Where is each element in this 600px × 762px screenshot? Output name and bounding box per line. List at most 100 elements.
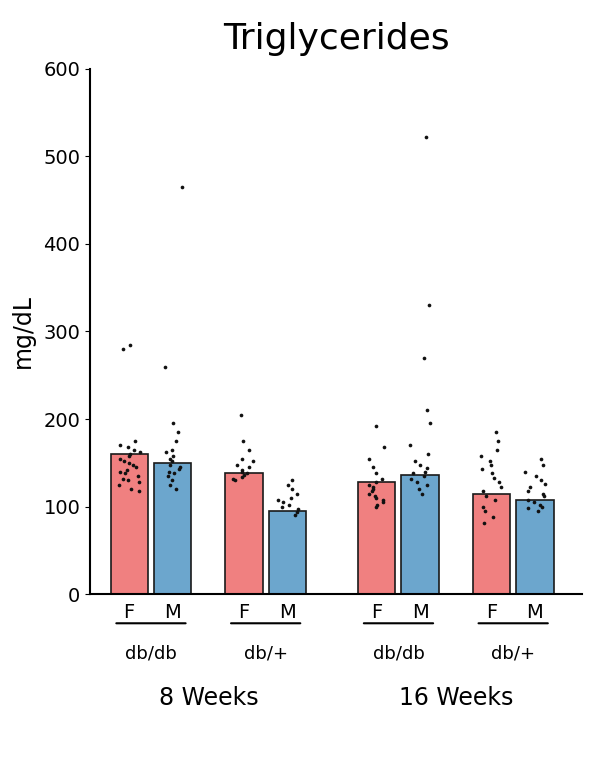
Point xyxy=(119,343,128,355)
Point xyxy=(414,483,424,495)
Point xyxy=(238,464,247,476)
Point xyxy=(422,462,431,474)
Point xyxy=(167,474,176,486)
Point xyxy=(529,496,538,508)
Point xyxy=(477,463,487,475)
Point xyxy=(538,488,548,500)
Point xyxy=(364,479,374,491)
Text: 8 Weeks: 8 Weeks xyxy=(158,687,258,710)
Point xyxy=(172,435,181,447)
Point xyxy=(167,443,177,456)
Point xyxy=(541,478,550,490)
Bar xyxy=(516,500,554,594)
Point xyxy=(169,467,179,479)
Point xyxy=(368,483,378,495)
Point xyxy=(368,482,378,494)
Point xyxy=(290,509,300,521)
Point xyxy=(237,471,247,483)
Point xyxy=(114,479,124,491)
Point xyxy=(283,479,293,491)
Point xyxy=(535,499,544,511)
Bar xyxy=(269,511,306,594)
Point xyxy=(420,466,430,478)
Point xyxy=(364,453,374,465)
Point xyxy=(238,466,247,478)
Point xyxy=(490,494,500,506)
Point xyxy=(491,426,501,438)
Point xyxy=(371,420,381,432)
Bar xyxy=(225,473,263,594)
Point xyxy=(122,464,131,476)
Point xyxy=(165,453,175,465)
Point xyxy=(165,479,175,491)
Point xyxy=(115,439,125,451)
Point xyxy=(406,472,416,485)
Point xyxy=(520,466,530,478)
Point xyxy=(135,446,145,458)
Point xyxy=(177,181,187,193)
Point xyxy=(525,482,535,494)
Point xyxy=(244,443,254,456)
Text: db/+: db/+ xyxy=(244,645,287,662)
Point xyxy=(377,472,387,485)
Point xyxy=(371,501,380,513)
Point xyxy=(494,476,503,488)
Point xyxy=(476,450,485,462)
Point xyxy=(244,461,254,473)
Point xyxy=(531,470,541,482)
Point xyxy=(379,441,389,453)
Point xyxy=(115,453,125,465)
Point xyxy=(293,488,302,500)
Point xyxy=(174,463,184,475)
Point xyxy=(379,496,388,508)
Point xyxy=(119,455,129,467)
Point xyxy=(406,439,415,451)
Text: db/+: db/+ xyxy=(491,645,535,662)
Point xyxy=(238,435,248,447)
Point xyxy=(287,483,296,495)
Point xyxy=(523,485,533,497)
Bar xyxy=(358,482,395,594)
Point xyxy=(422,479,432,491)
Point xyxy=(419,470,428,482)
Point xyxy=(538,501,547,513)
Point xyxy=(278,496,288,508)
Point xyxy=(293,503,302,515)
Point xyxy=(424,299,433,311)
Point xyxy=(418,488,427,500)
Text: 16 Weeks: 16 Weeks xyxy=(398,687,513,710)
Point xyxy=(479,485,488,497)
Point xyxy=(481,490,490,502)
Point xyxy=(134,485,144,497)
Bar xyxy=(154,463,191,594)
Point xyxy=(486,459,496,471)
Point xyxy=(408,467,418,479)
Point xyxy=(124,450,134,462)
Point xyxy=(496,482,506,494)
Point xyxy=(368,485,377,497)
Point xyxy=(365,488,374,500)
Point xyxy=(169,418,178,430)
Point xyxy=(370,490,380,502)
Point xyxy=(175,461,185,473)
Point xyxy=(125,448,135,460)
Point xyxy=(523,502,533,514)
Point xyxy=(165,459,175,471)
Point xyxy=(493,443,502,456)
Point xyxy=(412,476,422,488)
Point xyxy=(485,455,494,467)
Text: db/db: db/db xyxy=(373,645,424,662)
Point xyxy=(230,474,240,486)
Point xyxy=(129,443,139,456)
Point xyxy=(536,474,546,486)
Point xyxy=(536,453,546,465)
Point xyxy=(489,472,499,484)
Point xyxy=(133,470,143,482)
Point xyxy=(533,505,543,517)
Point xyxy=(134,476,143,488)
Bar xyxy=(401,475,439,594)
Point xyxy=(242,467,251,479)
Point xyxy=(115,466,125,478)
Point xyxy=(422,404,431,416)
Point xyxy=(488,467,497,479)
